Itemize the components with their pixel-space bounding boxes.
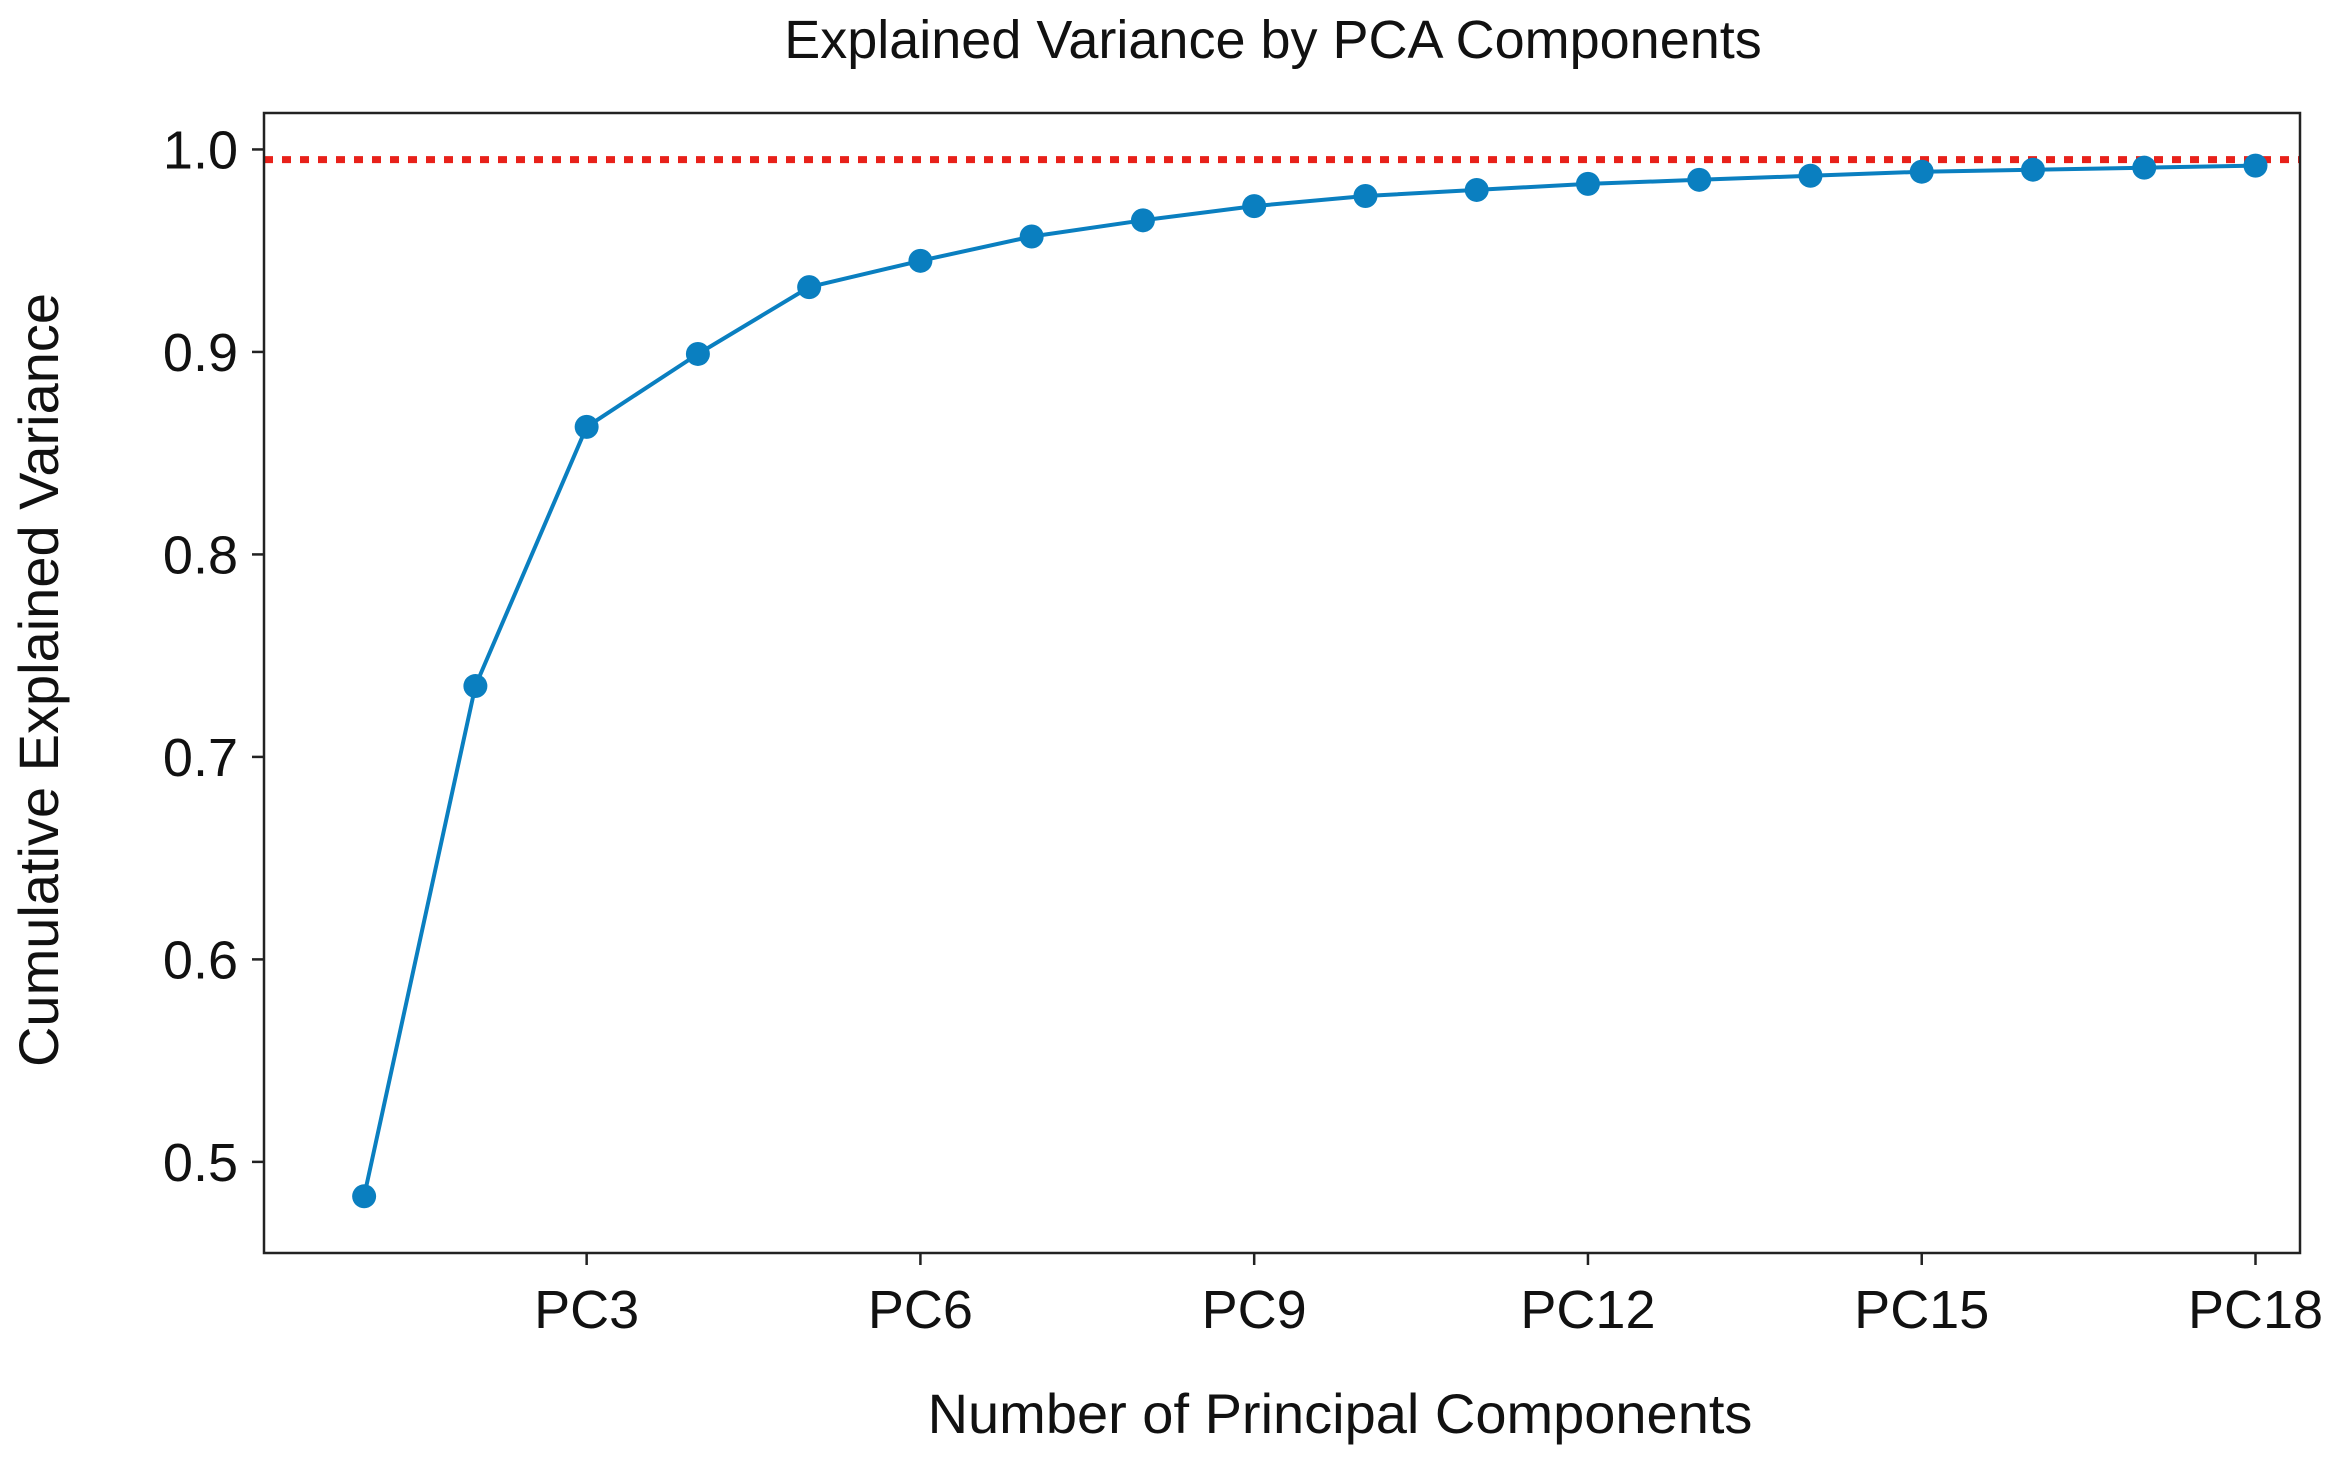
y-tick-label: 0.8	[163, 525, 238, 585]
data-point	[1464, 177, 1489, 202]
data-point	[1353, 184, 1378, 209]
series-line	[362, 163, 2256, 1197]
x-tick-label: PC9	[1202, 1280, 1307, 1340]
data-point	[1575, 171, 1600, 196]
y-tick-label: 0.9	[163, 323, 238, 383]
x-tick-label: PC15	[1854, 1280, 1989, 1340]
data-point	[1130, 208, 1155, 233]
data-point	[797, 275, 822, 300]
data-point	[2132, 155, 2157, 180]
data-point	[1242, 194, 1267, 219]
data-point	[908, 248, 933, 273]
data-point	[1909, 159, 1934, 184]
data-point	[463, 674, 488, 699]
x-tick-label: PC6	[868, 1280, 973, 1340]
data-point	[1687, 167, 1712, 192]
y-tick-label: 0.6	[163, 930, 238, 990]
plot-area: 0.5 0.6 0.7 0.8 0.9 1.0 PC3 PC6 PC9 PC12 PC15 PC18	[163, 111, 2323, 1340]
data-point	[2243, 153, 2268, 178]
x-tick-label: PC3	[534, 1280, 639, 1340]
x-axis-label: Number of Principal Components	[928, 1382, 1753, 1445]
data-point	[1019, 224, 1044, 249]
y-tick-label: 1.0	[163, 120, 238, 180]
plot-frame	[262, 111, 2302, 1255]
data-point	[685, 341, 710, 366]
data-point	[352, 1184, 377, 1209]
y-tick-label: 0.7	[163, 728, 238, 788]
chart-title: Explained Variance by PCA Components	[784, 10, 1762, 70]
x-tick-label: PC12	[1520, 1280, 1655, 1340]
data-point	[574, 414, 599, 439]
x-tick-label: PC18	[2188, 1280, 2323, 1340]
data-point	[1798, 163, 1823, 188]
data-point	[2020, 157, 2045, 182]
y-tick-label: 0.5	[163, 1133, 238, 1193]
y-axis-label: Cumulative Explained Variance	[7, 293, 70, 1067]
